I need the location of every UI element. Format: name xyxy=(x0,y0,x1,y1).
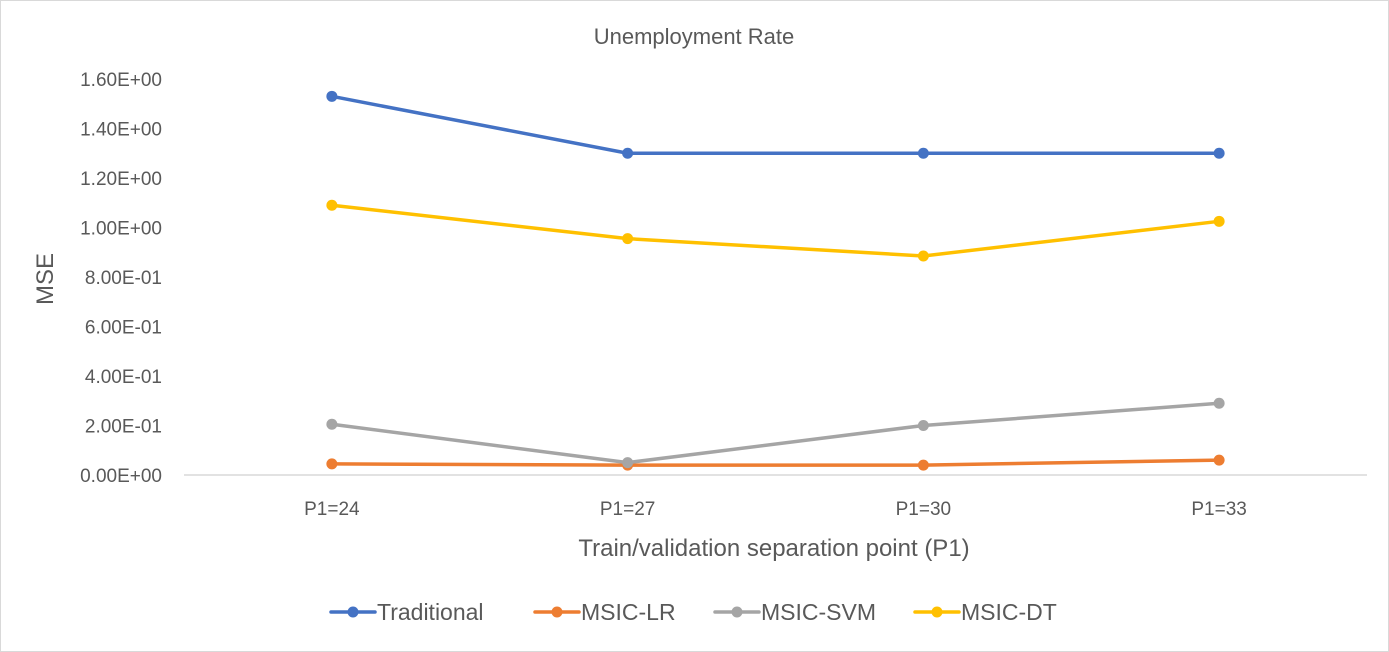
data-point xyxy=(1213,397,1225,409)
series-msic-dt xyxy=(326,199,1225,262)
data-point xyxy=(1213,454,1225,466)
series-traditional xyxy=(326,90,1225,159)
legend-swatch-marker xyxy=(551,606,563,618)
legend-label: MSIC-LR xyxy=(581,599,676,625)
data-point xyxy=(326,199,338,211)
x-tick-label: P1=30 xyxy=(896,499,951,520)
y-tick-label: 0.00E+00 xyxy=(80,466,162,487)
x-axis-title: Train/validation separation point (P1) xyxy=(578,535,969,562)
legend: Traditional MSIC-LR MSIC-SVM MSIC-DT xyxy=(329,599,1057,625)
y-tick-label: 4.00E-01 xyxy=(85,367,162,388)
legend-label: MSIC-DT xyxy=(961,599,1057,625)
series-msic-svm xyxy=(326,397,1225,469)
y-tick-label: 8.00E-01 xyxy=(85,268,162,289)
legend-swatch-marker xyxy=(347,606,359,618)
data-point xyxy=(917,250,929,262)
legend-item: MSIC-LR xyxy=(533,599,676,625)
data-point xyxy=(917,147,929,159)
legend-item: MSIC-SVM xyxy=(713,599,876,625)
x-tick-label: P1=27 xyxy=(600,499,655,520)
legend-label: Traditional xyxy=(377,599,484,625)
y-tick-label: 1.20E+00 xyxy=(80,169,162,190)
x-tick-label: P1=33 xyxy=(1191,499,1246,520)
y-axis-tick-labels: 0.00E+00 2.00E-01 4.00E-01 6.00E-01 8.00E-01… xyxy=(80,70,162,487)
data-point xyxy=(622,147,634,159)
legend-swatch-marker xyxy=(931,606,943,618)
y-tick-label: 1.40E+00 xyxy=(80,120,162,141)
data-point xyxy=(917,420,929,431)
data-point xyxy=(1213,147,1225,159)
chart-title: Unemployment Rate xyxy=(594,24,795,49)
data-point xyxy=(326,418,338,430)
data-point xyxy=(622,457,634,469)
x-axis-tick-labels: P1=24 P1=27 P1=30 P1=33 xyxy=(304,499,1247,520)
legend-label: MSIC-SVM xyxy=(761,599,876,625)
y-tick-label: 1.00E+00 xyxy=(80,219,162,240)
series-layer xyxy=(326,90,1225,471)
series-line xyxy=(330,458,1221,467)
legend-item: Traditional xyxy=(329,599,484,625)
y-tick-label: 2.00E-01 xyxy=(85,417,162,438)
series-line xyxy=(330,203,1221,258)
data-point xyxy=(1213,215,1225,227)
series-msic-lr xyxy=(326,454,1225,471)
data-point xyxy=(917,459,929,471)
y-tick-label: 6.00E-01 xyxy=(85,318,162,339)
series-line xyxy=(330,94,1221,155)
legend-item: MSIC-DT xyxy=(913,599,1057,625)
y-tick-label: 1.60E+00 xyxy=(80,70,162,91)
series-line xyxy=(330,401,1221,465)
data-point xyxy=(622,233,634,245)
x-tick-label: P1=24 xyxy=(304,499,360,520)
data-point xyxy=(326,90,338,102)
legend-swatch-marker xyxy=(731,606,743,618)
data-point xyxy=(326,458,338,470)
y-axis-title: MSE xyxy=(32,253,59,305)
